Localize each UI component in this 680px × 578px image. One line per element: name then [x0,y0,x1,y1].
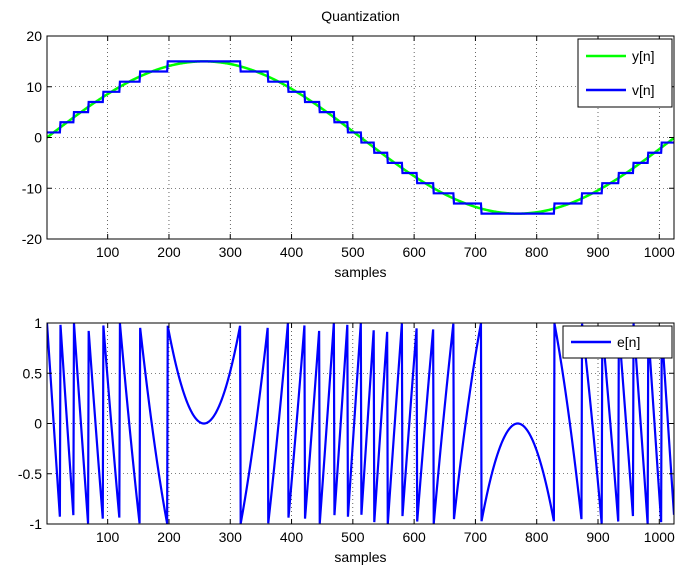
y-tick-label: -0.5 [18,466,42,482]
top-grid [47,36,674,239]
legend-label-y: y[n] [632,48,655,64]
x-tick-label: 800 [525,529,549,545]
x-tick-label: 900 [586,244,610,260]
legend-label-e: e[n] [617,334,640,350]
top-axes: 100 200 300 400 500 600 700 800 900 1000 -20 -10 0 1… [22,8,675,280]
top-x-axis-label: samples [334,264,386,280]
x-tick-label: 500 [341,244,365,260]
x-tick-label: 200 [157,244,181,260]
top-legend-box [577,38,673,108]
x-tick-label: 700 [464,244,488,260]
x-tick-label: 1000 [644,244,675,260]
x-tick-label: 1000 [644,529,675,545]
x-tick-label: 900 [586,529,610,545]
series-line-en [47,323,674,524]
bottom-x-axis-label: samples [334,549,386,565]
top-legend: y[n] v[n] [577,38,673,108]
y-tick-label: 0 [34,130,42,146]
x-tick-label: 200 [157,529,181,545]
x-tick-label: 400 [280,244,304,260]
y-tick-label: -10 [22,180,42,196]
y-tick-label: 1 [34,315,42,331]
y-tick-label: 20 [26,28,42,44]
y-tick-label: -1 [30,516,43,532]
y-tick-label: -20 [22,231,42,247]
legend-label-v: v[n] [632,82,655,98]
x-tick-label: 100 [96,244,120,260]
y-tick-label: 0.5 [23,365,43,381]
top-x-ticks: 100 200 300 400 500 600 700 800 900 1000 [96,36,675,260]
x-tick-label: 700 [464,529,488,545]
bottom-legend: e[n] [562,325,673,359]
chart-title: Quantization [321,8,400,24]
x-tick-label: 300 [219,244,243,260]
bottom-axes: 100 200 300 400 500 600 700 800 900 1000 -1 -0.5 0 0… [18,315,675,565]
x-tick-label: 400 [280,529,304,545]
x-tick-label: 800 [525,244,549,260]
bottom-x-ticks: 100 200 300 400 500 600 700 800 900 1000 [96,323,675,545]
x-tick-label: 100 [96,529,120,545]
y-tick-label: 0 [34,416,42,432]
bottom-series [47,323,674,524]
top-y-ticks: -20 -10 0 10 20 [22,28,674,247]
x-tick-label: 300 [219,529,243,545]
bottom-y-ticks: -1 -0.5 0 0.5 1 [18,315,674,532]
x-tick-label: 500 [341,529,365,545]
top-series [47,60,674,215]
y-tick-label: 10 [26,79,42,95]
x-tick-label: 600 [402,529,426,545]
series-line-vn [47,60,674,215]
x-tick-label: 600 [402,244,426,260]
